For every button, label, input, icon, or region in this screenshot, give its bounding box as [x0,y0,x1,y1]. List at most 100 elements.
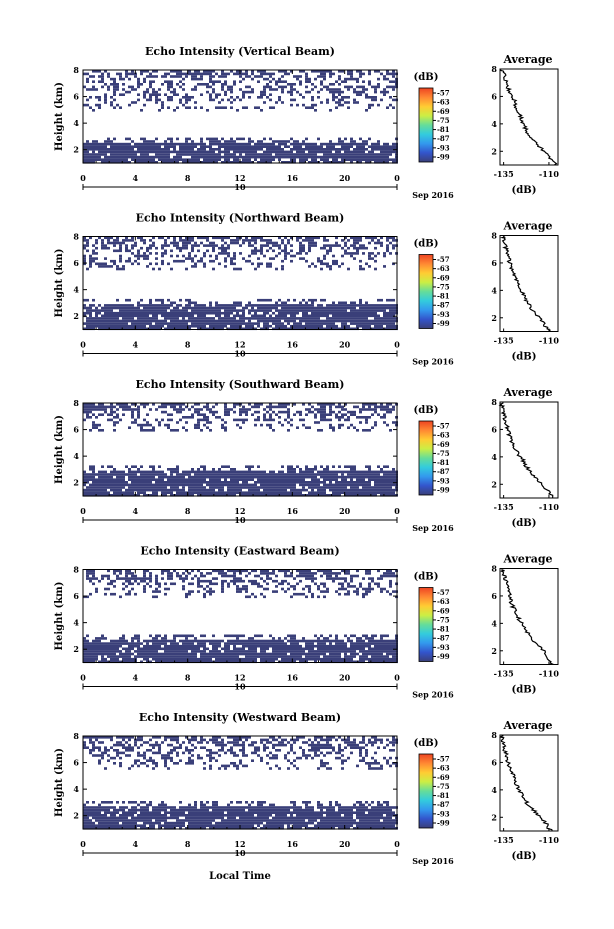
echo-cell [152,650,155,653]
echo-cell [227,244,230,247]
echo-cell [308,145,311,148]
echo-cell [347,418,350,422]
echo-cell [368,311,371,315]
echo-cell [230,70,233,73]
echo-cell [290,491,293,494]
echo-cell [257,140,260,143]
echo-cell [116,158,119,161]
echo-cell [125,491,128,494]
echo-cell [296,77,299,81]
echo-cell [353,483,356,487]
echo-cell [278,246,281,250]
echo-cell [326,158,329,161]
echo-cell [152,236,155,240]
echo-cell [167,98,170,102]
echo-cell [83,236,86,240]
echo-cell [386,239,389,242]
echo-cell [86,267,89,271]
x-tick-label: 8 [185,340,191,350]
echo-cell [263,304,266,307]
echo-cell [242,309,245,312]
echo-cell [284,161,287,164]
echo-cell [179,249,182,253]
echo-cell [308,473,311,476]
echo-cell [254,403,257,406]
echo-cell [140,579,143,583]
echo-cell [326,249,329,253]
echo-cell [281,481,284,484]
echo-cell [179,148,182,151]
echo-cell [278,470,281,474]
echo-cell [341,473,344,476]
echo-cell [179,75,182,78]
profile-y-tick-label: 4 [491,285,497,295]
echo-cell [392,88,395,91]
echo-cell [236,475,239,479]
echo-cell [341,246,344,250]
echo-cell [86,161,89,164]
echo-cell [149,298,152,302]
echo-cell [149,423,152,427]
echo-cell [158,150,161,154]
echo-cell [302,161,305,164]
echo-cell [185,75,188,78]
colorbar-tick-label: -57 [437,422,450,431]
echo-cell [362,322,365,325]
echo-cell [95,423,98,427]
echo-cell [134,254,137,258]
echo-cell [188,150,191,154]
echo-cell [389,322,392,325]
echo-cell [353,470,356,474]
echo-cell [269,405,272,409]
echo-cell [119,267,122,271]
echo-cell [266,423,269,427]
echo-cell [257,319,260,323]
echo-cell [137,158,140,161]
echo-cell [143,153,146,156]
echo-cell [350,494,353,497]
echo-cell [188,153,191,156]
echo-cell [266,306,269,310]
echo-cell [272,249,275,253]
echo-cell [137,77,140,81]
echo-cell [155,150,158,154]
echo-cell [320,142,323,146]
echo-cell [230,88,233,91]
echo-cell [119,153,122,156]
echo-cell [89,327,92,331]
echo-cell [317,306,320,310]
echo-cell [113,421,116,424]
echo-cell [83,660,86,664]
echo-cell [131,322,134,325]
echo-cell [164,153,167,156]
echo-cell [167,322,170,325]
echo-cell [218,153,221,156]
echo-cell [392,319,395,323]
echo-cell [371,252,374,255]
echo-cell [254,327,257,331]
echo-cell [245,324,248,328]
echo-cell [215,311,218,315]
echo-cell [167,142,170,146]
echo-cell [329,408,332,411]
echo-cell [356,483,359,487]
echo-cell [137,327,140,331]
echo-cell [182,319,185,323]
echo-cell [239,408,242,411]
echo-cell [359,85,362,89]
echo-cell [350,317,353,320]
echo-cell [374,85,377,89]
echo-cell [149,650,152,653]
echo-cell [113,239,116,242]
echo-cell [206,244,209,247]
echo-cell [308,304,311,307]
echo-cell [122,478,125,481]
echo-cell [149,239,152,242]
echo-cell [344,319,347,323]
echo-cell [368,491,371,494]
echo-cell [383,488,386,492]
echo-cell [161,410,164,414]
echo-cell [191,405,194,409]
echo-cell [251,244,254,247]
echo-cell [107,88,110,91]
